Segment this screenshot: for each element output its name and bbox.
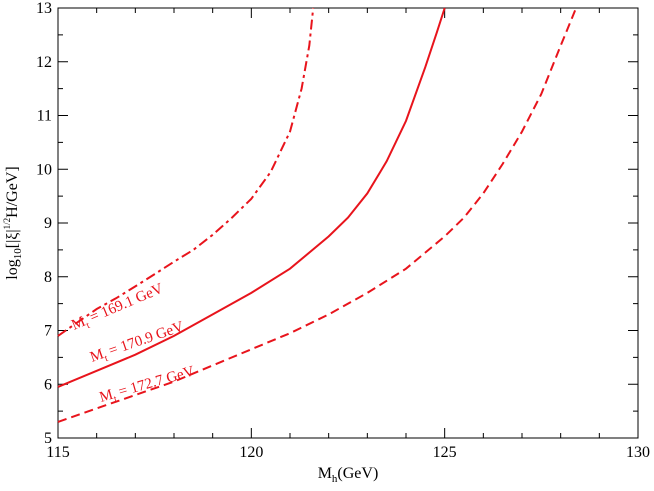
x-tick-label: 115 [46,444,69,461]
series-label-2: Mt = 170.9 GeV [88,319,187,369]
series-line-1 [57,7,315,337]
y-tick-label: 6 [44,376,52,393]
y-axis-label: log10[|ξ|1/2H/GeV] [2,166,24,279]
x-tick-label: 125 [433,444,457,461]
x-axis-label-main: M [318,465,332,482]
y-axis-label-sup: 1/2 [2,218,12,230]
x-tick-label: 130 [626,444,650,461]
plot-frame [57,7,639,439]
x-axis-label-rest: (GeV) [337,465,378,482]
y-tick-label: 12 [36,54,52,71]
series-label-3: Mt = 172.7 GeV [98,363,198,408]
y-tick-label: 10 [36,161,52,178]
x-axis-label: Mh(GeV) [318,465,379,485]
y-tick-label: 8 [44,269,52,286]
y-axis-label-p1: log [4,259,21,279]
x-axis-label-sub: h [332,473,338,485]
y-tick-label: 9 [44,215,52,232]
y-axis-label-sub: 10 [12,248,24,260]
curves [57,7,578,423]
y-tick-label: 13 [36,0,52,17]
y-tick-label: 11 [37,108,52,125]
x-tick-label: 120 [239,444,263,461]
series-line-3 [57,7,578,423]
y-axis-label-p3: H/GeV] [4,166,21,218]
y-axis-label-p2: [|ξ| [4,229,21,248]
y-tick-label: 5 [44,430,52,447]
y-tick-label: 7 [44,323,52,340]
axis-ticks: 115 120 125 130 5 6 7 8 9 10 11 12 13 [36,0,650,461]
series-line-2 [57,7,446,388]
